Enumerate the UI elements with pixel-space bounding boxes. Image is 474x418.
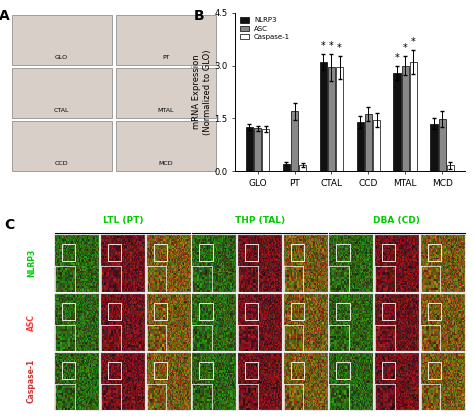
Text: C: C xyxy=(5,218,15,232)
Bar xyxy=(382,244,395,261)
Bar xyxy=(373,120,380,171)
Bar xyxy=(430,124,438,171)
Bar xyxy=(382,303,395,320)
Text: ASC: ASC xyxy=(27,314,36,331)
Text: CTAL: CTAL xyxy=(54,108,69,113)
Bar xyxy=(365,114,372,171)
Bar xyxy=(245,303,258,320)
Bar xyxy=(401,66,409,171)
Bar xyxy=(108,362,121,379)
Text: *: * xyxy=(403,43,408,53)
Text: THP (TAL): THP (TAL) xyxy=(235,216,285,225)
Bar xyxy=(62,362,75,379)
Y-axis label: mRNA Expression
(Normalized to GLO): mRNA Expression (Normalized to GLO) xyxy=(192,49,212,135)
Text: DBA (CD): DBA (CD) xyxy=(374,216,420,225)
Text: MCD: MCD xyxy=(158,161,173,166)
Bar xyxy=(356,122,364,171)
Bar xyxy=(382,362,395,379)
Bar xyxy=(337,244,349,261)
Bar xyxy=(154,303,167,320)
Bar xyxy=(336,67,343,171)
Text: *: * xyxy=(321,41,326,51)
Text: PT: PT xyxy=(162,55,170,60)
Legend: NLRP3, ASC, Caspase-1: NLRP3, ASC, Caspase-1 xyxy=(239,16,292,41)
Bar xyxy=(410,62,417,171)
Text: CCD: CCD xyxy=(55,161,68,166)
Text: NLRP3: NLRP3 xyxy=(27,249,36,278)
Bar xyxy=(291,244,304,261)
FancyBboxPatch shape xyxy=(116,121,216,171)
FancyBboxPatch shape xyxy=(116,68,216,118)
Bar xyxy=(299,165,306,171)
Text: LTL (PT): LTL (PT) xyxy=(102,216,143,225)
Bar xyxy=(393,73,401,171)
Bar xyxy=(428,244,441,261)
FancyBboxPatch shape xyxy=(11,121,111,171)
Text: *: * xyxy=(411,37,416,47)
Text: A: A xyxy=(0,9,10,23)
Bar xyxy=(154,244,167,261)
Text: B: B xyxy=(194,9,205,23)
Bar xyxy=(200,303,212,320)
Text: *: * xyxy=(329,41,334,51)
Text: Caspase-1: Caspase-1 xyxy=(27,359,36,403)
FancyBboxPatch shape xyxy=(11,15,111,65)
Bar xyxy=(245,244,258,261)
Bar xyxy=(246,127,253,171)
Bar xyxy=(438,119,446,171)
Bar xyxy=(154,362,167,379)
Bar xyxy=(254,128,261,171)
Text: *: * xyxy=(395,53,400,63)
FancyBboxPatch shape xyxy=(11,68,111,118)
Bar xyxy=(108,303,121,320)
Bar xyxy=(262,129,270,171)
Bar xyxy=(291,112,298,171)
Bar xyxy=(291,362,304,379)
Bar xyxy=(200,362,212,379)
Bar xyxy=(428,362,441,379)
Bar xyxy=(337,303,349,320)
Bar xyxy=(328,67,335,171)
Text: GLO: GLO xyxy=(55,55,68,60)
Bar xyxy=(108,244,121,261)
Bar xyxy=(62,303,75,320)
Bar xyxy=(245,362,258,379)
Bar xyxy=(319,62,327,171)
Text: *: * xyxy=(337,43,342,53)
FancyBboxPatch shape xyxy=(116,15,216,65)
Text: MTAL: MTAL xyxy=(157,108,174,113)
Bar xyxy=(337,362,349,379)
Bar xyxy=(447,165,454,171)
Bar xyxy=(62,244,75,261)
Bar xyxy=(283,164,290,171)
Bar xyxy=(200,244,212,261)
Bar xyxy=(428,303,441,320)
Bar xyxy=(291,303,304,320)
